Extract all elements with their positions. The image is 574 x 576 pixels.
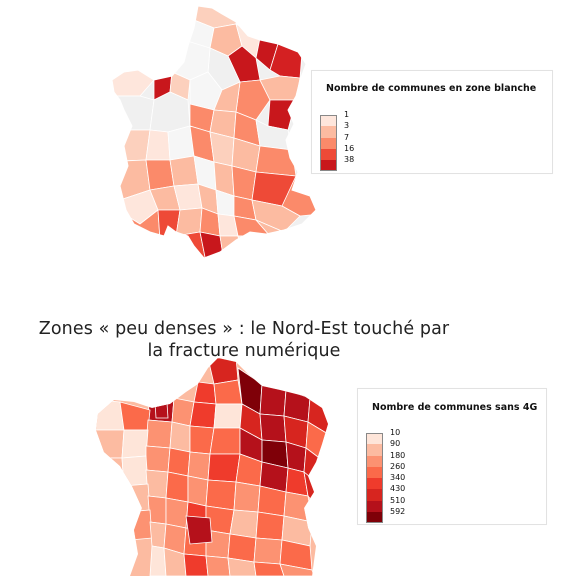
- legend-label: 1: [344, 110, 350, 119]
- legend-swatch: [320, 126, 337, 138]
- legend-label: 10: [390, 428, 401, 437]
- legend-label: 510: [390, 495, 406, 505]
- legend-swatch: [366, 444, 383, 456]
- legend-zones-blanches: Nombre de communes en zone blanche 1 3 7…: [311, 70, 553, 174]
- legend-swatch: [366, 489, 383, 501]
- map-zones-blanches-svg: [111, 5, 317, 259]
- legend-swatch: [320, 148, 337, 161]
- legend-label: 430: [390, 484, 406, 494]
- legend-title: Nombre de communes sans 4G: [372, 402, 538, 413]
- legend-label: 38: [344, 155, 355, 165]
- legend-swatch: [366, 455, 383, 467]
- legend-swatch: [366, 466, 383, 479]
- legend-label: 260: [390, 461, 406, 471]
- page-title: Zones « peu denses » : le Nord-Est touch…: [0, 318, 574, 362]
- legend-label: 16: [344, 143, 355, 153]
- legend-swatch: [366, 433, 383, 445]
- legend-label: 340: [390, 473, 406, 483]
- legend-swatch: [366, 500, 383, 513]
- legend-swatch: [320, 160, 337, 172]
- title-line-2: la fracture numérique: [147, 341, 341, 361]
- map-communes-sans-4g-svg: [96, 358, 328, 576]
- legend-swatch: [366, 512, 383, 524]
- legend-title: Nombre de communes en zone blanche: [326, 83, 537, 94]
- legend-label: 7: [344, 132, 350, 142]
- legend-swatch: [366, 478, 383, 490]
- map-communes-sans-4g: [90, 358, 360, 576]
- map-zones-blanches: [110, 0, 330, 270]
- legend-label: 180: [390, 450, 406, 460]
- legend-communes-sans-4g: Nombre de communes sans 4G 10 90 180 260…: [357, 388, 547, 525]
- legend-swatch: [320, 137, 337, 149]
- title-line-1: Zones « peu denses » : le Nord-Est touch…: [38, 319, 450, 339]
- legend-label: 90: [390, 439, 401, 449]
- legend-label: 3: [344, 121, 350, 131]
- legend-label: 592: [390, 507, 406, 517]
- legend-swatch: [320, 115, 337, 127]
